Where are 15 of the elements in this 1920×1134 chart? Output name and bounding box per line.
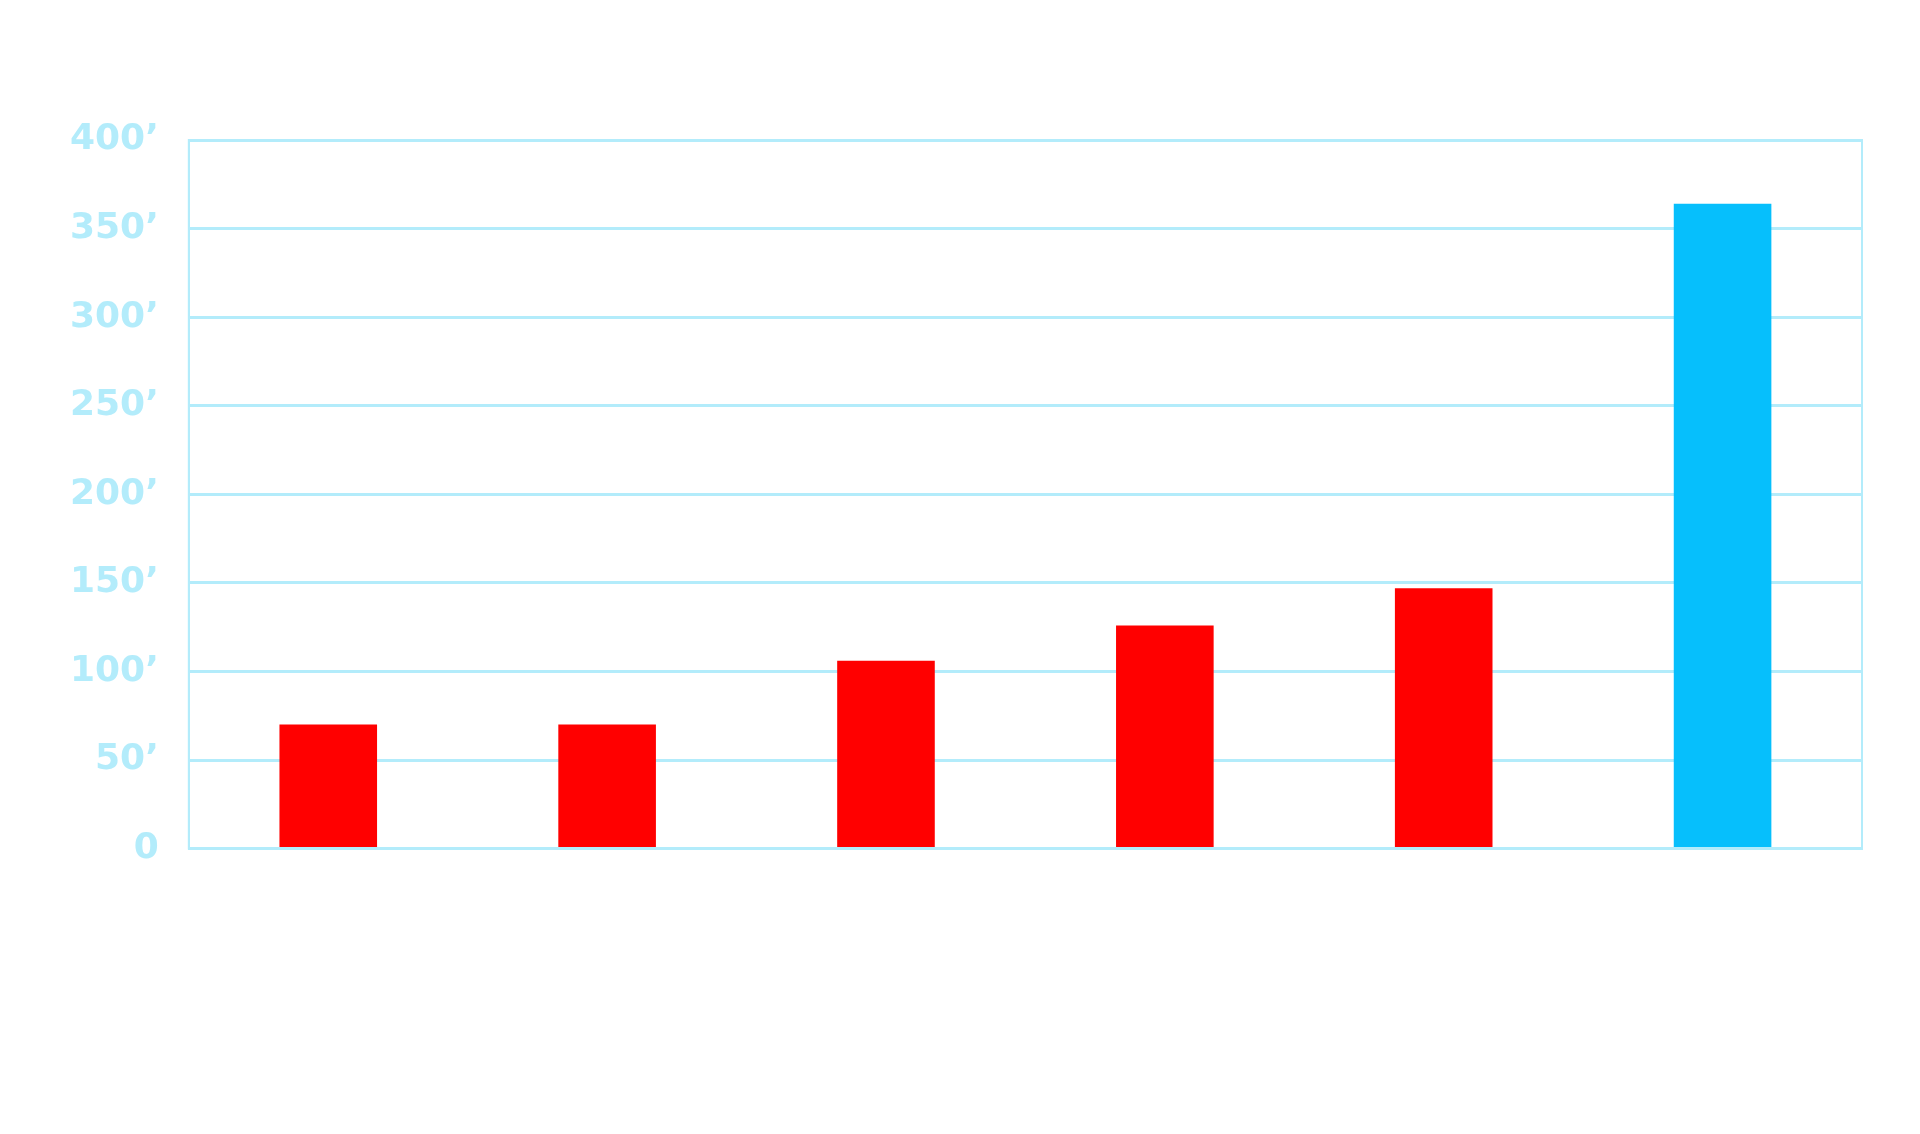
y-tick-label: 50’ — [95, 736, 159, 778]
y-tick-label: 250’ — [69, 382, 159, 424]
y-tick-label: 300’ — [69, 293, 159, 335]
bar — [1116, 625, 1214, 848]
y-tick-label: 0 — [133, 824, 159, 866]
y-tick-label: 200’ — [69, 470, 159, 512]
bar — [837, 660, 935, 848]
y-tick-label: 400’ — [69, 116, 159, 158]
y-tick-label: 150’ — [69, 559, 159, 601]
bar — [279, 724, 378, 848]
y-tick-label: 350’ — [69, 204, 159, 246]
bar — [1394, 588, 1493, 848]
y-tick-label: 100’ — [69, 647, 159, 689]
bar — [1673, 203, 1772, 848]
bar — [558, 724, 656, 848]
